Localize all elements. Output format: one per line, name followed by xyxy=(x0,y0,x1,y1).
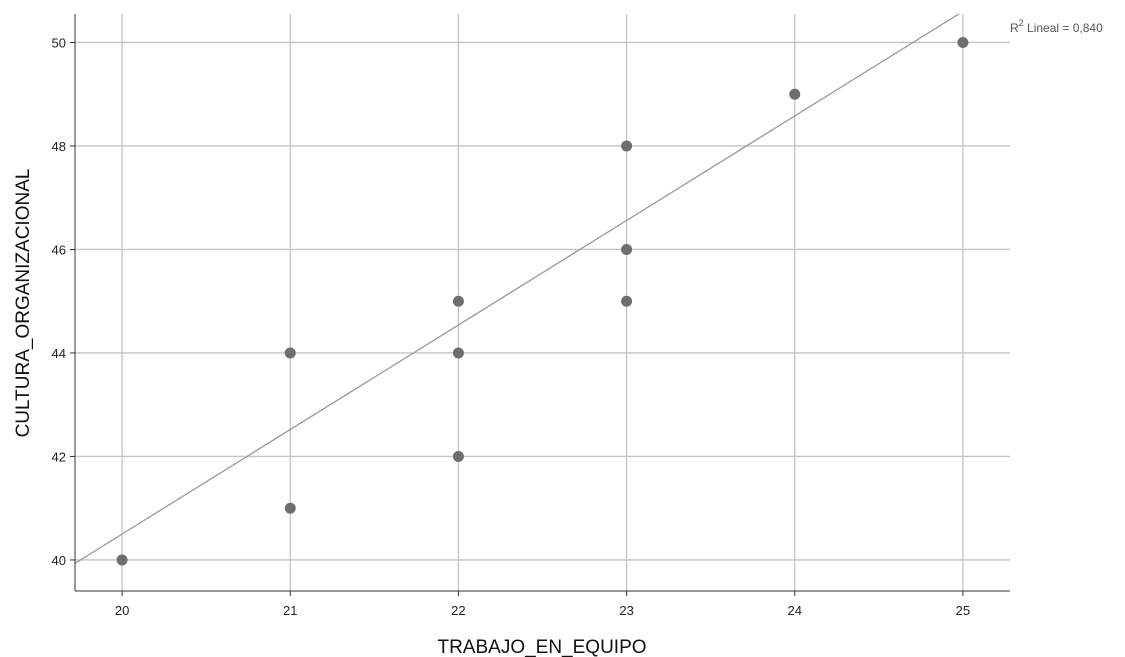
x-tick-label: 24 xyxy=(788,603,802,618)
y-tick-label: 48 xyxy=(52,139,66,154)
data-point xyxy=(957,36,969,48)
x-axis-title: TRABAJO_EN_EQUIPO xyxy=(437,637,646,657)
y-tick-label: 50 xyxy=(52,35,66,50)
x-tick-labels: 20 21 22 23 24 25 xyxy=(115,591,970,618)
y-axis-title: CULTURA_ORGANIZACIONAL xyxy=(13,169,34,438)
axes xyxy=(74,14,1010,592)
data-point xyxy=(621,295,633,307)
data-point xyxy=(452,295,464,307)
data-point xyxy=(116,554,128,566)
r2-label-sup: 2 xyxy=(1019,18,1024,28)
data-point xyxy=(284,502,296,514)
data-point xyxy=(789,88,801,100)
data-point xyxy=(621,140,633,152)
data-point xyxy=(621,243,633,255)
r2-label-suffix: Lineal = 0,840 xyxy=(1024,21,1103,35)
data-point xyxy=(452,347,464,359)
data-point xyxy=(284,347,296,359)
data-point xyxy=(452,450,464,462)
data-points xyxy=(116,36,969,566)
y-tick-label: 42 xyxy=(52,449,66,464)
gridlines xyxy=(75,14,1010,591)
x-tick-label: 20 xyxy=(115,603,129,618)
r2-label: R2 Lineal = 0,840 xyxy=(1010,18,1103,35)
fit-line xyxy=(75,14,960,564)
x-tick-label: 23 xyxy=(619,603,633,618)
y-tick-labels: 40 42 44 46 48 50 xyxy=(52,35,75,568)
y-tick-label: 40 xyxy=(52,553,66,568)
x-tick-label: 21 xyxy=(283,603,297,618)
fit-line-group xyxy=(75,14,960,564)
x-tick-label: 22 xyxy=(451,603,465,618)
x-tick-label: 25 xyxy=(956,603,970,618)
r2-label-prefix: R xyxy=(1010,21,1019,35)
y-tick-label: 44 xyxy=(52,346,66,361)
y-tick-label: 46 xyxy=(52,242,66,257)
